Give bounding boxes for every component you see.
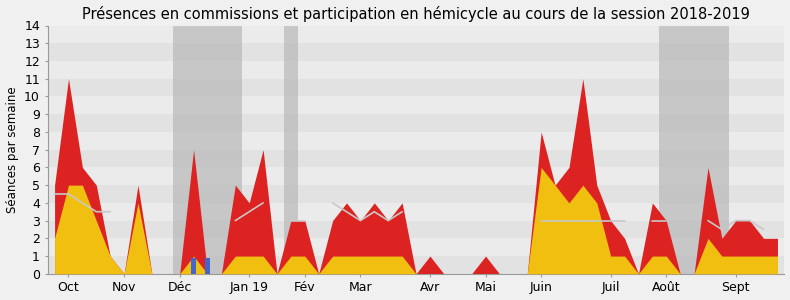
Bar	[47, 114, 784, 132]
Bar	[47, 79, 784, 96]
Bar	[173, 26, 243, 274]
Bar	[47, 132, 784, 150]
Title: Présences en commissions et participation en hémicycle au cours de la session 20: Présences en commissions et participatio…	[82, 6, 750, 22]
Bar	[47, 96, 784, 114]
Bar	[284, 26, 298, 274]
Bar	[47, 167, 784, 185]
Bar	[191, 258, 197, 274]
Bar	[47, 220, 784, 238]
Bar	[47, 238, 784, 256]
Bar	[47, 61, 784, 79]
Bar	[47, 256, 784, 274]
Bar	[660, 26, 729, 274]
Bar	[47, 43, 784, 61]
Bar	[47, 203, 784, 220]
Bar	[47, 185, 784, 203]
Bar	[47, 26, 784, 43]
Y-axis label: Séances par semaine: Séances par semaine	[6, 86, 18, 213]
Bar	[47, 150, 784, 167]
Bar	[205, 258, 210, 274]
